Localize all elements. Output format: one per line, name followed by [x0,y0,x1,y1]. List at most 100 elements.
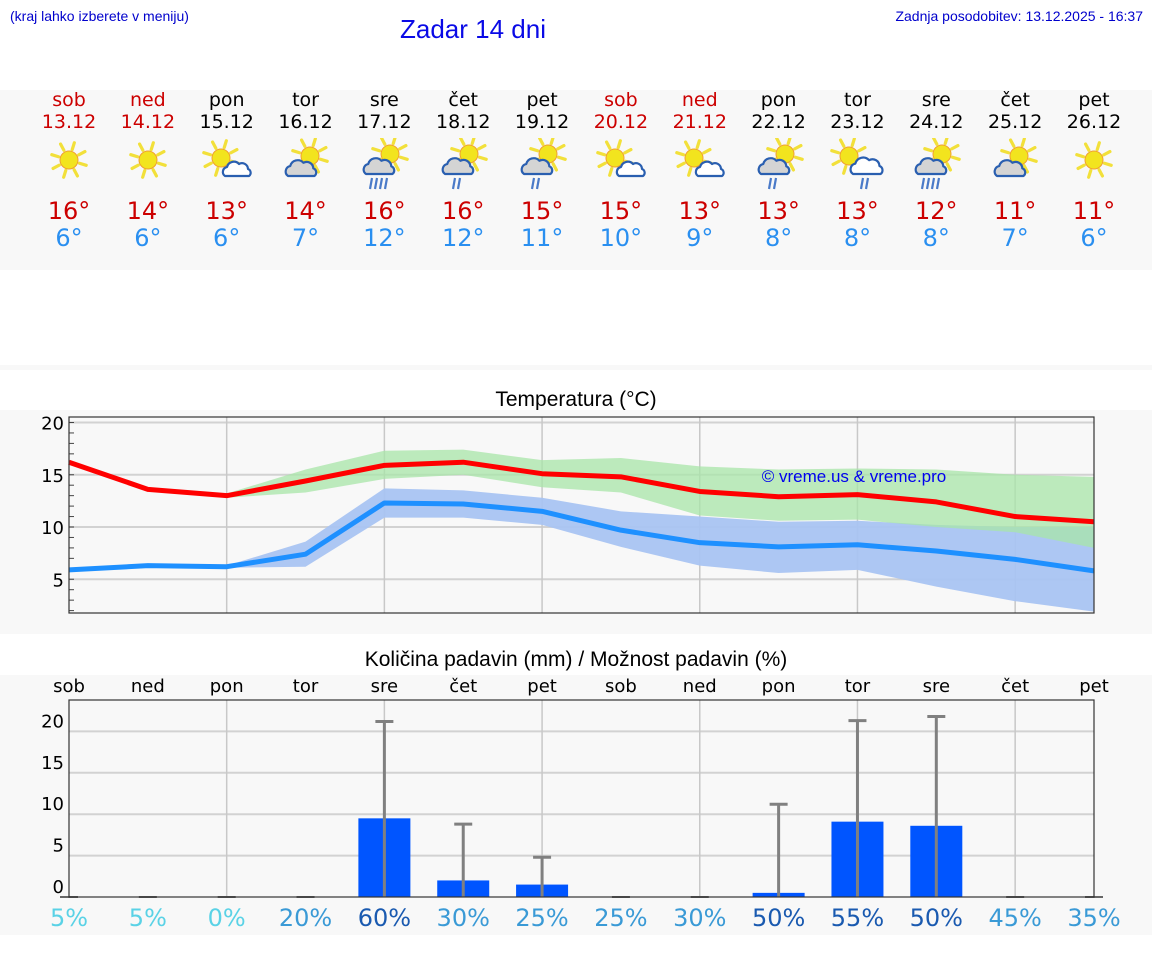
day-date: 25.12 [987,111,1043,133]
precip-day-label: pon [762,676,796,697]
location-hint: (kraj lahko izberete v meniju) [10,8,189,24]
divider [0,365,1152,370]
day-column: sre 24.12 12° 8° [896,90,976,252]
day-name: čet [448,89,479,111]
partly-cloudy-light-rain-icon [435,135,491,196]
sunny-icon [41,138,97,196]
day-column: tor 16.12 14° 7° [266,90,346,252]
day-name: tor [844,89,871,111]
precip-probability: 50% [752,904,805,932]
day-date: 22.12 [751,111,806,133]
day-date: 13.12 [41,111,97,133]
day-column: ned 21.12 13° 9° [660,90,740,252]
min-temperature: 8° [922,224,950,252]
day-name: ned [129,89,166,111]
min-temperature: 11° [520,224,564,252]
svg-text:20: 20 [41,711,64,732]
temperature-chart-title: Temperatura (°C) [495,388,657,411]
day-name: sre [921,89,951,111]
last-updated: Zadnja posodobitev: 13.12.2025 - 16:37 [895,8,1143,24]
precip-probability: 30% [437,904,490,932]
day-name: pon [208,89,245,111]
day-name: sre [369,89,399,111]
min-temperature: 6° [1080,224,1108,252]
day-column: čet 18.12 16° 12° [423,90,503,252]
min-temperature: 10° [599,224,643,252]
day-column: tor 23.12 13° 8° [817,90,897,252]
precip-probability: 25% [515,904,568,932]
precipitation-chart: sob ned pon tor sre čet pet sob ned pon tor sre čet p… [41,676,1121,932]
svg-text:5: 5 [53,836,64,857]
min-temperature: 8° [764,224,793,252]
svg-text:20: 20 [41,414,64,435]
max-temperature: 13° [836,197,879,225]
precip-day-label: sob [605,676,637,697]
precip-probability: 5% [129,904,167,932]
partly-cloudy-rain-icon [908,135,964,196]
partly-cloudy-icon [278,137,334,196]
partly-cloudy-rain-icon [356,135,412,196]
precipitation-chart-title: Količina padavin (mm) / Možnost padavin … [364,648,788,671]
precip-probability: 60% [358,904,411,932]
max-temperature: 15° [599,197,643,225]
day-date: 19.12 [514,111,570,133]
precip-probability: 45% [988,904,1041,932]
precip-probability: 50% [910,904,963,932]
day-name: pet [1078,89,1110,111]
max-temperature: 13° [205,197,248,225]
max-temperature: 11° [993,197,1037,225]
day-date: 18.12 [436,111,491,133]
sun-small-cloud-icon [593,138,649,196]
day-column: čet 25.12 11° 7° [975,90,1055,252]
day-date: 14.12 [120,111,176,133]
daily-forecast-strip: sob 13.12 16° 6° ned 14.12 14° 6° pon 15.12 13° 6° t… [0,90,1152,270]
svg-text:10: 10 [41,794,64,815]
day-date: 20.12 [593,111,649,133]
max-temperature: 11° [1072,197,1116,225]
day-column: pet 26.12 11° 6° [1054,90,1134,252]
day-date: 26.12 [1066,111,1122,133]
max-temperature: 16° [441,197,485,225]
day-name: sob [52,89,86,111]
min-temperature: 12° [441,224,485,252]
max-temperature: 13° [757,197,800,225]
precip-probability: 25% [594,904,647,932]
max-temperature: 16° [47,197,91,225]
min-temperature: 12° [363,224,406,252]
precip-probability: 55% [831,904,884,932]
day-column: pet 19.12 15° 11° [502,90,582,252]
precip-day-label: sob [53,676,85,697]
day-name: pon [760,89,797,111]
svg-text:15: 15 [41,466,64,487]
day-column: sre 17.12 16° 12° [344,90,424,252]
sunny-icon [1066,138,1122,196]
min-temperature: 6° [213,224,241,252]
precip-day-label: tor [293,676,319,697]
sun-cloud-light-rain-icon [829,137,885,196]
svg-text:0: 0 [53,877,64,898]
min-temperature: 6° [55,224,83,252]
precip-probability: 0% [208,904,246,932]
precip-probability: 30% [673,904,726,932]
max-temperature: 14° [126,197,170,225]
svg-text:5: 5 [53,570,64,591]
page-title: Zadar 14 dni [400,14,546,44]
day-column: pon 15.12 13° 6° [187,90,267,252]
day-column: sob 13.12 16° 6° [29,90,109,252]
day-date: 23.12 [830,111,885,133]
max-temperature: 13° [678,197,722,225]
max-temperature: 15° [520,197,564,225]
day-date: 15.12 [199,111,254,133]
precip-day-label: ned [683,676,717,697]
max-temperature: 12° [915,197,958,225]
precip-day-label: sre [371,676,398,697]
day-name: ned [681,89,718,111]
svg-text:15: 15 [41,753,64,774]
day-name: čet [1000,89,1030,111]
min-temperature: 6° [134,224,162,252]
temperature-chart: 5 10 15 20 © vreme.us & vreme.pro [41,414,1095,614]
precip-probability: 5% [50,904,88,932]
precip-day-label: pet [527,676,557,697]
partly-cloudy-light-rain-icon [751,135,807,196]
partly-cloudy-light-rain-icon [514,135,570,196]
